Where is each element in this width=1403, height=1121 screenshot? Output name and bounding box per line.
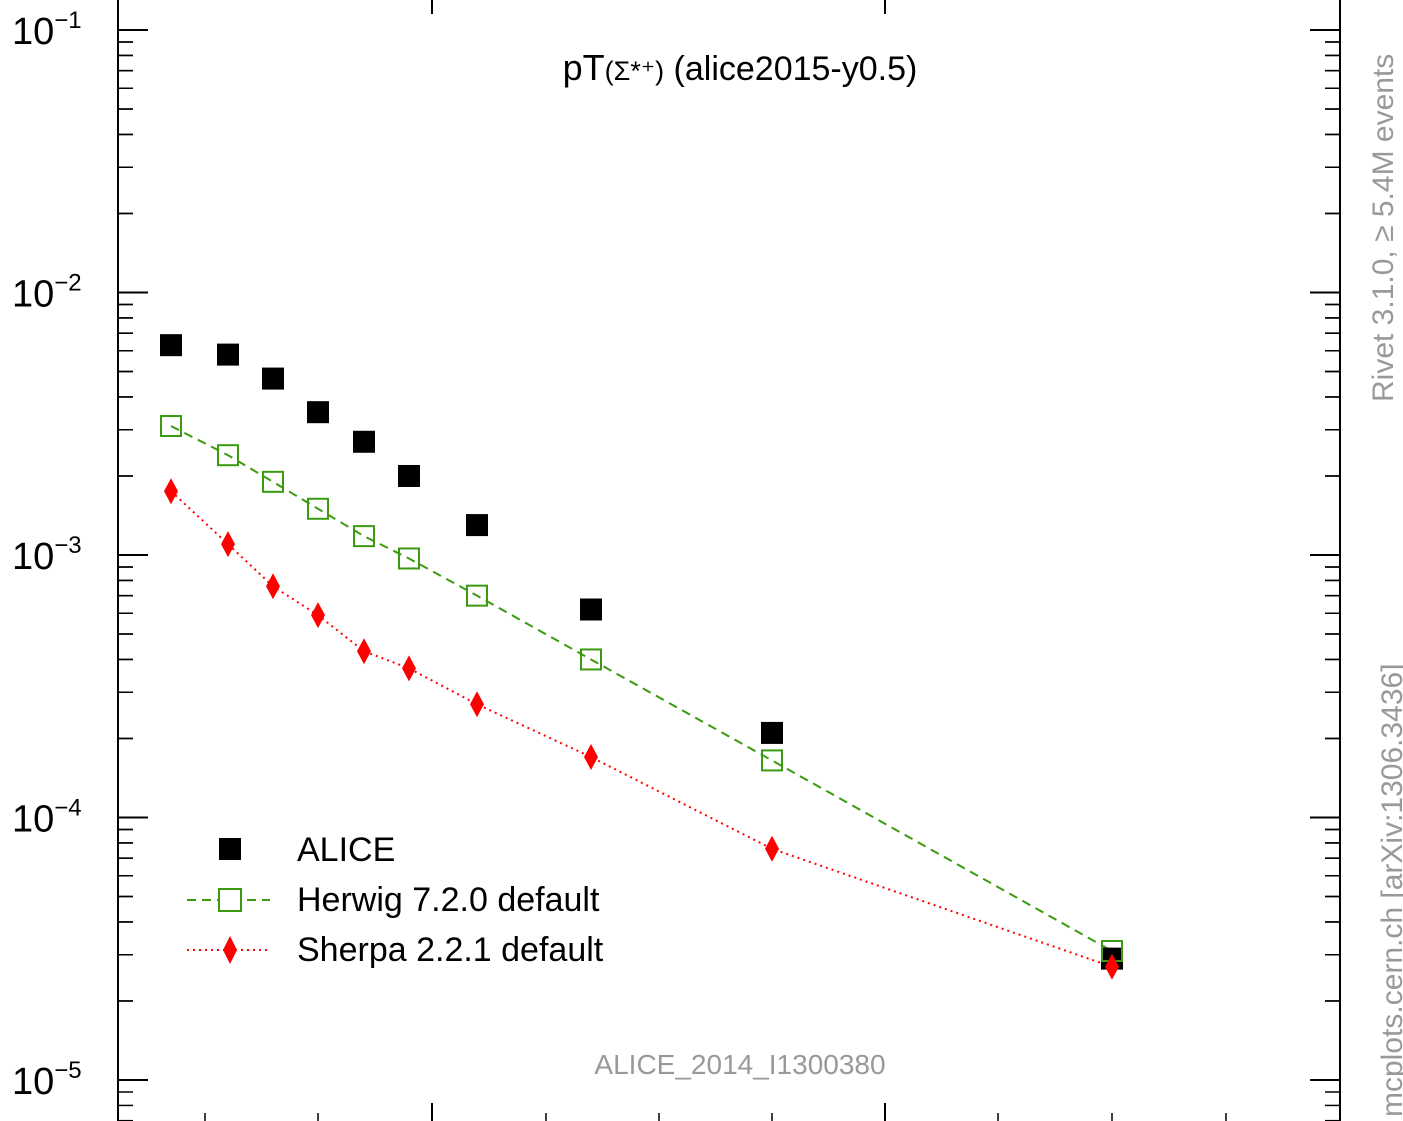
side-label-mcplots: mcplots.cern.ch [arXiv:1306.3436]: [1376, 663, 1403, 1117]
data-point-alice: [761, 721, 783, 744]
data-point-alice: [580, 598, 602, 621]
legend-label-sherpa: Sherpa 2.2.1 default: [297, 931, 604, 969]
data-point-herwig: [217, 444, 239, 467]
data-point-alice: [262, 367, 284, 390]
x-axis-ticks: [204, 0, 1227, 1121]
series-markers: [160, 334, 1123, 980]
data-point-alice: [398, 464, 420, 487]
y-tick-label: 10−3: [12, 532, 82, 578]
y-tick-label: 10−5: [12, 1057, 82, 1103]
title-particle: (Σ*⁺): [605, 56, 664, 86]
data-point-sherpa: [164, 478, 178, 505]
data-point-alice: [217, 343, 239, 366]
data-point-sherpa: [470, 691, 484, 718]
data-point-herwig: [262, 470, 284, 493]
data-point-herwig: [466, 584, 488, 607]
y-tick-label: 10−4: [12, 795, 82, 841]
data-point-alice: [160, 334, 182, 357]
legend: ALICE Herwig 7.2.0 default Sherpa 2.2.1 …: [187, 831, 604, 969]
title-main: pT: [563, 47, 605, 88]
y-tick-label: 10−2: [12, 270, 82, 316]
data-point-herwig: [307, 497, 329, 520]
series-line-1: [170, 425, 1113, 952]
legend-label-alice: ALICE: [297, 831, 395, 869]
title-suffix: (alice2015-y0.5): [664, 50, 917, 88]
data-point-sherpa: [221, 531, 235, 558]
legend-label-herwig: Herwig 7.2.0 default: [297, 881, 600, 919]
analysis-annotation: ALICE_2014_I1300380: [594, 1049, 885, 1080]
y-axis-tick-labels: 10−1 10−2 10−3 10−4 10−5: [12, 7, 82, 1103]
data-point-alice: [466, 514, 488, 537]
data-point-sherpa: [266, 573, 280, 600]
y-tick-label: 10−1: [12, 7, 82, 53]
side-label-rivet: Rivet 3.1.0, ≥ 5.4M events: [1367, 54, 1400, 402]
data-point-sherpa: [357, 638, 371, 665]
series-lines: [170, 425, 1113, 968]
legend-marker-sherpa: [223, 936, 237, 964]
legend-marker-alice: [219, 838, 241, 860]
data-point-sherpa: [402, 655, 416, 682]
data-point-alice: [307, 401, 329, 424]
data-point-herwig: [580, 648, 602, 671]
data-point-alice: [353, 430, 375, 453]
series-line-2: [170, 490, 1113, 968]
chart-title: pT(Σ*⁺) (alice2015-y0.5): [563, 47, 918, 88]
data-point-herwig: [398, 547, 420, 570]
data-point-herwig: [761, 749, 783, 772]
legend-marker-herwig: [218, 888, 242, 912]
data-point-sherpa: [1105, 953, 1119, 980]
data-point-sherpa: [584, 744, 598, 771]
data-point-herwig: [160, 415, 182, 438]
data-point-herwig: [353, 525, 375, 548]
data-point-sherpa: [765, 835, 779, 862]
plot-frame: [117, 0, 1341, 1121]
data-point-sherpa: [311, 602, 325, 629]
